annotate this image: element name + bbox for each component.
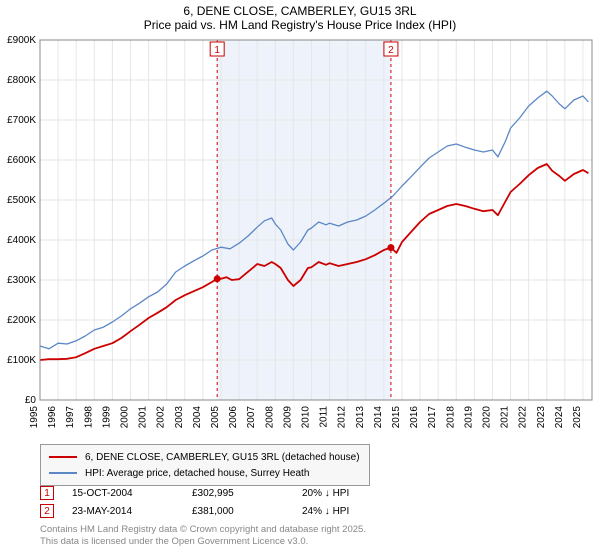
marker-diff: 20% ↓ HPI <box>302 488 402 499</box>
svg-text:2011: 2011 <box>319 406 330 428</box>
svg-text:2014: 2014 <box>373 406 384 429</box>
chart-plot: £0 £100K £200K £300K £400K £500K £600K £700K £80… <box>0 34 600 434</box>
marker-row-1: 1 15-OCT-2004 £302,995 20% ↓ HPI <box>40 484 402 502</box>
legend-item-hpi: HPI: Average price, detached house, Surr… <box>49 465 361 481</box>
svg-text:2003: 2003 <box>174 406 185 429</box>
credits-line-2: This data is licensed under the Open Gov… <box>40 536 366 548</box>
svg-text:2019: 2019 <box>463 406 474 429</box>
chart-title: 6, DENE CLOSE, CAMBERLEY, GU15 3RL Price… <box>0 0 600 34</box>
svg-text:2025: 2025 <box>572 406 583 429</box>
marker-price: £381,000 <box>192 506 302 517</box>
chart-container: { "title": { "line1": "6, DENE CLOSE, CA… <box>0 0 600 560</box>
legend-label: 6, DENE CLOSE, CAMBERLEY, GU15 3RL (deta… <box>85 452 360 463</box>
svg-text:£300K: £300K <box>7 275 36 286</box>
svg-text:2023: 2023 <box>536 406 547 429</box>
svg-text:2021: 2021 <box>500 406 511 429</box>
legend-swatch <box>49 472 77 473</box>
svg-text:£900K: £900K <box>7 35 36 46</box>
svg-text:2016: 2016 <box>409 406 420 429</box>
credits: Contains HM Land Registry data © Crown c… <box>40 524 366 549</box>
svg-text:1999: 1999 <box>101 406 112 429</box>
svg-text:2007: 2007 <box>246 406 257 429</box>
marker-row-2: 2 23-MAY-2014 £381,000 24% ↓ HPI <box>40 502 402 520</box>
svg-text:2008: 2008 <box>264 406 275 429</box>
svg-text:2017: 2017 <box>427 406 438 429</box>
svg-text:2018: 2018 <box>445 406 456 429</box>
svg-text:1998: 1998 <box>83 406 94 429</box>
chart-svg: £0 £100K £200K £300K £400K £500K £600K £700K £80… <box>0 34 600 434</box>
svg-text:£600K: £600K <box>7 155 36 166</box>
marker-table: 1 15-OCT-2004 £302,995 20% ↓ HPI 2 23-MA… <box>40 484 402 520</box>
svg-text:£200K: £200K <box>7 315 36 326</box>
svg-text:2002: 2002 <box>156 406 167 429</box>
legend: 6, DENE CLOSE, CAMBERLEY, GU15 3RL (deta… <box>40 444 370 486</box>
legend-swatch <box>49 456 77 458</box>
marker-badge: 2 <box>40 504 54 518</box>
svg-text:2000: 2000 <box>119 406 130 429</box>
svg-text:2013: 2013 <box>355 406 366 429</box>
svg-text:£400K: £400K <box>7 235 36 246</box>
svg-text:2004: 2004 <box>192 406 203 429</box>
svg-text:2022: 2022 <box>518 406 529 429</box>
marker-date: 15-OCT-2004 <box>72 488 192 499</box>
svg-text:£500K: £500K <box>7 195 36 206</box>
svg-text:1996: 1996 <box>47 406 58 429</box>
svg-text:2: 2 <box>388 45 394 56</box>
marker-diff: 24% ↓ HPI <box>302 506 402 517</box>
legend-label: HPI: Average price, detached house, Surr… <box>85 468 309 479</box>
svg-text:£0: £0 <box>25 395 37 406</box>
svg-text:2005: 2005 <box>210 406 221 429</box>
svg-text:£800K: £800K <box>7 75 36 86</box>
svg-text:2015: 2015 <box>391 406 402 429</box>
svg-text:£700K: £700K <box>7 115 36 126</box>
svg-text:2020: 2020 <box>481 406 492 429</box>
svg-text:2006: 2006 <box>228 406 239 429</box>
credits-line-1: Contains HM Land Registry data © Crown c… <box>40 524 366 536</box>
svg-text:£100K: £100K <box>7 355 36 366</box>
svg-text:1: 1 <box>214 45 220 56</box>
title-line-1: 6, DENE CLOSE, CAMBERLEY, GU15 3RL <box>0 4 600 18</box>
marker-date: 23-MAY-2014 <box>72 506 192 517</box>
marker-badge: 1 <box>40 486 54 500</box>
legend-item-subject: 6, DENE CLOSE, CAMBERLEY, GU15 3RL (deta… <box>49 449 361 465</box>
marker-price: £302,995 <box>192 488 302 499</box>
svg-text:2001: 2001 <box>138 406 149 429</box>
svg-text:1995: 1995 <box>29 406 40 429</box>
svg-text:1997: 1997 <box>65 406 76 429</box>
svg-text:2012: 2012 <box>337 406 348 429</box>
svg-text:2009: 2009 <box>282 406 293 429</box>
svg-text:2024: 2024 <box>554 406 565 429</box>
title-line-2: Price paid vs. HM Land Registry's House … <box>0 18 600 32</box>
svg-text:2010: 2010 <box>300 406 311 429</box>
